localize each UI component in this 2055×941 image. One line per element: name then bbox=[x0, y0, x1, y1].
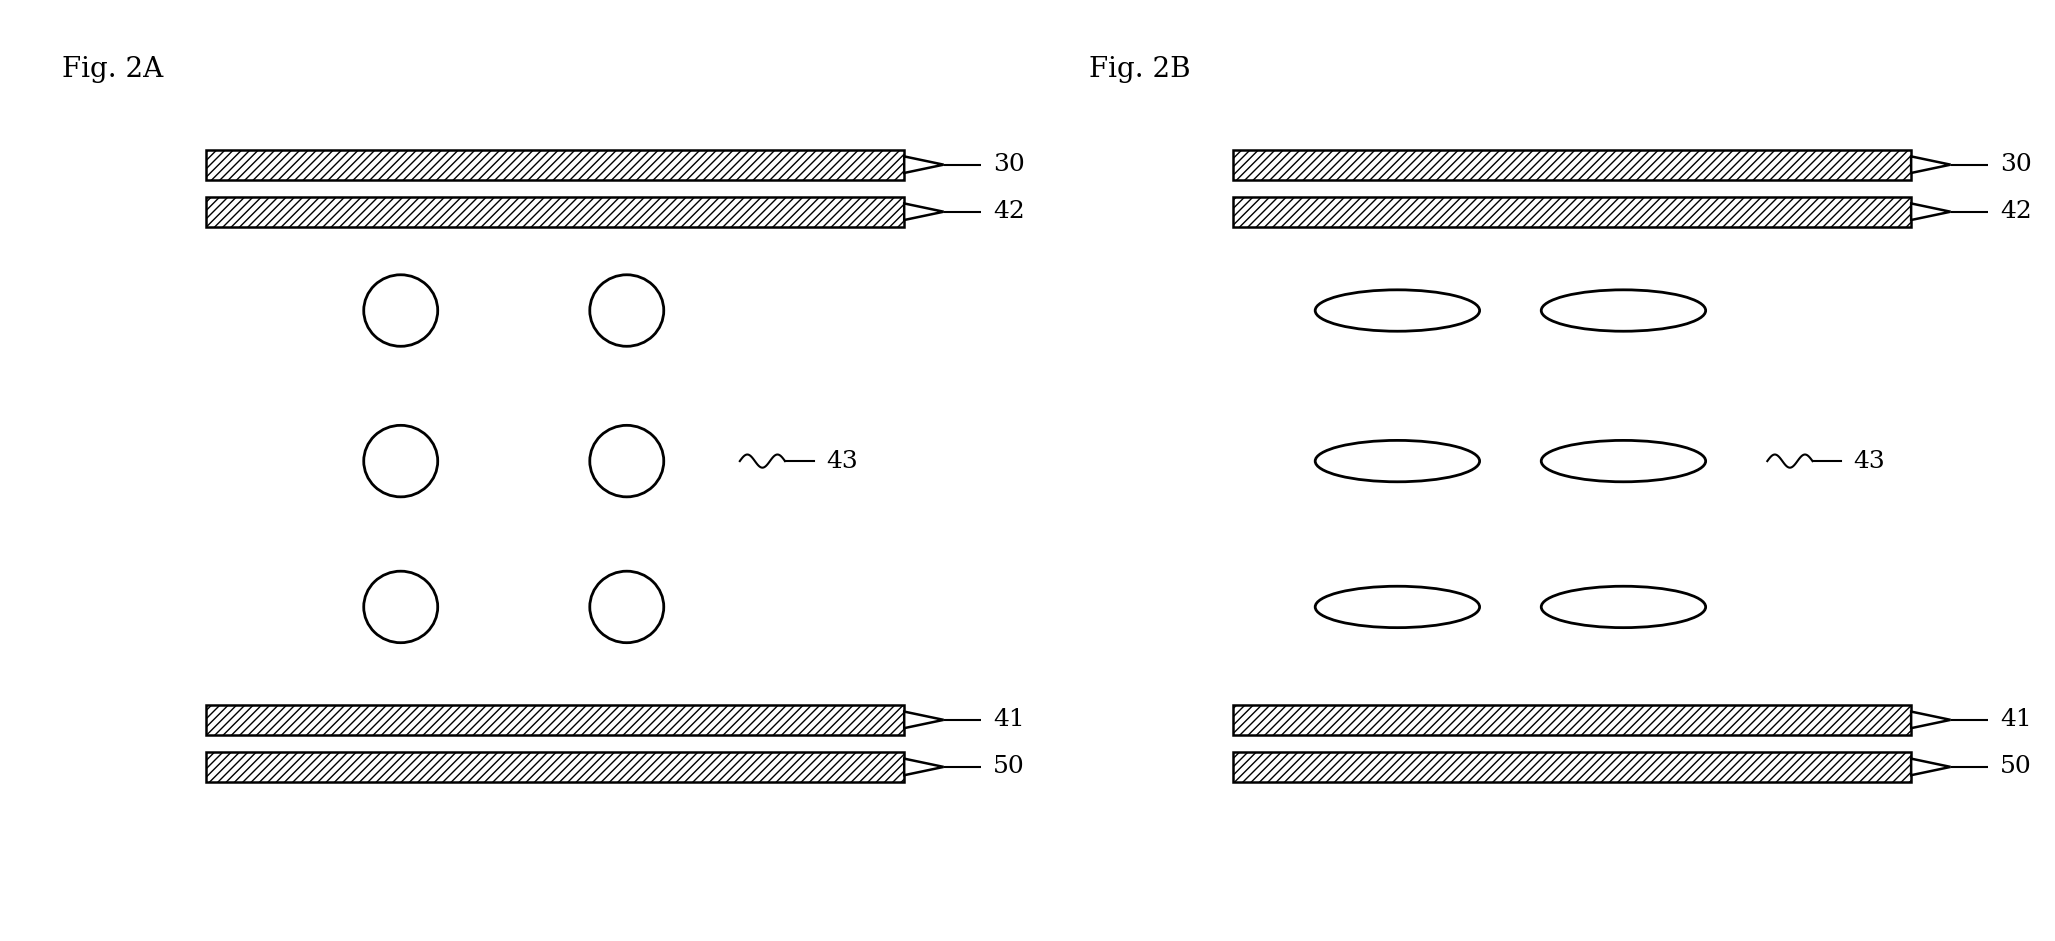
Ellipse shape bbox=[590, 571, 664, 643]
Polygon shape bbox=[904, 758, 943, 775]
Text: 41: 41 bbox=[2000, 709, 2032, 731]
Polygon shape bbox=[1911, 758, 1950, 775]
Ellipse shape bbox=[590, 425, 664, 497]
Text: 43: 43 bbox=[1854, 450, 1884, 472]
Ellipse shape bbox=[1541, 586, 1706, 628]
Ellipse shape bbox=[364, 425, 438, 497]
Ellipse shape bbox=[1541, 290, 1706, 331]
Ellipse shape bbox=[1315, 440, 1480, 482]
Ellipse shape bbox=[1315, 290, 1480, 331]
Bar bbox=[206, 705, 904, 735]
Polygon shape bbox=[1911, 156, 1950, 173]
Text: 41: 41 bbox=[993, 709, 1025, 731]
Text: 42: 42 bbox=[2000, 200, 2032, 223]
Text: 30: 30 bbox=[993, 153, 1025, 176]
Bar bbox=[1233, 752, 1911, 782]
Bar bbox=[206, 150, 904, 180]
Polygon shape bbox=[1911, 711, 1950, 728]
Bar bbox=[1233, 150, 1911, 180]
Bar bbox=[206, 197, 904, 227]
Ellipse shape bbox=[364, 571, 438, 643]
Polygon shape bbox=[904, 711, 943, 728]
Ellipse shape bbox=[590, 275, 664, 346]
Text: Fig. 2B: Fig. 2B bbox=[1089, 56, 1190, 84]
Text: 43: 43 bbox=[826, 450, 857, 472]
Bar bbox=[1233, 705, 1911, 735]
Text: 30: 30 bbox=[2000, 153, 2032, 176]
Polygon shape bbox=[1911, 203, 1950, 220]
Ellipse shape bbox=[364, 275, 438, 346]
Polygon shape bbox=[904, 203, 943, 220]
Text: 50: 50 bbox=[993, 756, 1025, 778]
Text: 50: 50 bbox=[2000, 756, 2032, 778]
Polygon shape bbox=[904, 156, 943, 173]
Text: Fig. 2A: Fig. 2A bbox=[62, 56, 162, 84]
Ellipse shape bbox=[1315, 586, 1480, 628]
Text: 42: 42 bbox=[993, 200, 1025, 223]
Ellipse shape bbox=[1541, 440, 1706, 482]
Bar bbox=[1233, 197, 1911, 227]
Bar bbox=[206, 752, 904, 782]
